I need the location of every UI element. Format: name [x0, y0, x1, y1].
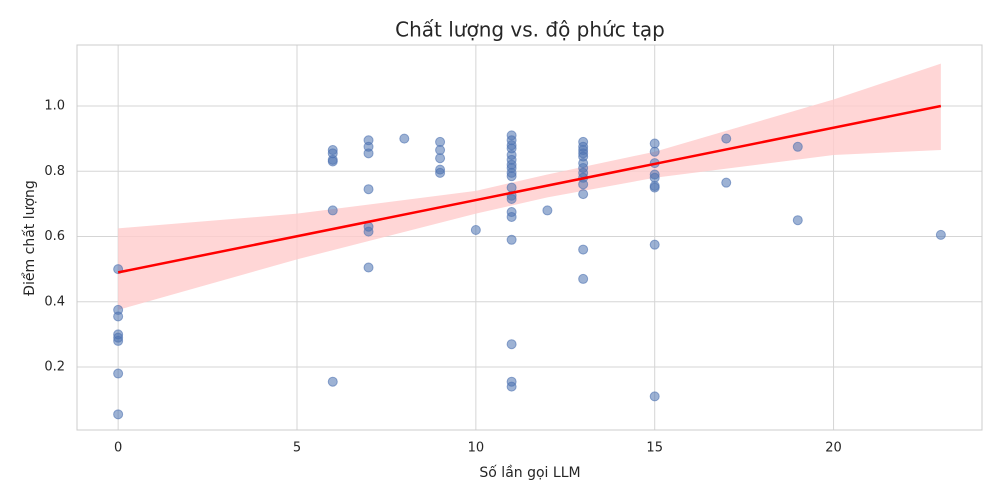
y-tick-label: 0.6: [44, 229, 65, 244]
data-point: [399, 133, 410, 144]
data-point: [578, 273, 589, 284]
data-point: [113, 335, 124, 346]
x-tick-label: 5: [293, 441, 301, 456]
x-tick-label: 10: [468, 441, 485, 456]
data-point: [327, 156, 338, 167]
chart-title: Chất lượng vs. độ phức tạp: [395, 18, 665, 42]
data-point: [327, 376, 338, 387]
data-point: [435, 145, 446, 156]
data-point: [578, 179, 589, 190]
x-tick-label: 0: [114, 441, 122, 456]
data-point: [470, 224, 481, 235]
data-point: [113, 368, 124, 379]
data-point: [435, 167, 446, 178]
data-point: [578, 244, 589, 255]
data-point: [506, 182, 517, 193]
data-point: [721, 133, 732, 144]
data-point: [506, 194, 517, 204]
data-point: [649, 172, 660, 183]
data-point: [435, 153, 446, 164]
data-point: [363, 226, 374, 237]
data-point: [649, 182, 660, 193]
data-point: [506, 234, 517, 245]
data-point: [113, 311, 124, 322]
data-point: [792, 215, 803, 226]
y-axis-label: Điểm chất lượng: [21, 180, 38, 296]
data-point: [649, 138, 660, 149]
plot-frame: [76, 44, 983, 431]
y-tick-label: 0.4: [44, 294, 65, 309]
data-point: [506, 381, 517, 392]
x-tick-label: 20: [825, 441, 842, 456]
y-tick-label: 1.0: [44, 99, 65, 114]
y-tick-label: 0.2: [44, 360, 65, 375]
x-axis-label: Số lần gọi LLM: [479, 464, 580, 481]
data-point: [435, 136, 446, 147]
data-point: [506, 211, 517, 222]
data-point: [363, 262, 374, 273]
data-point: [327, 205, 338, 216]
data-point: [792, 141, 803, 152]
confidence-band: [118, 63, 941, 310]
data-point: [649, 146, 660, 157]
data-point: [506, 171, 517, 182]
data-point: [721, 177, 732, 188]
data-point: [363, 184, 374, 195]
data-point: [506, 339, 517, 350]
data-point: [113, 409, 124, 420]
data-point: [649, 239, 660, 250]
data-point: [578, 189, 589, 200]
x-tick-label: 15: [646, 441, 663, 456]
data-point: [649, 391, 660, 402]
data-point: [935, 229, 946, 240]
regression-line: [117, 104, 942, 274]
data-point: [363, 148, 374, 159]
y-tick-label: 0.8: [44, 164, 65, 179]
data-point: [542, 205, 553, 216]
